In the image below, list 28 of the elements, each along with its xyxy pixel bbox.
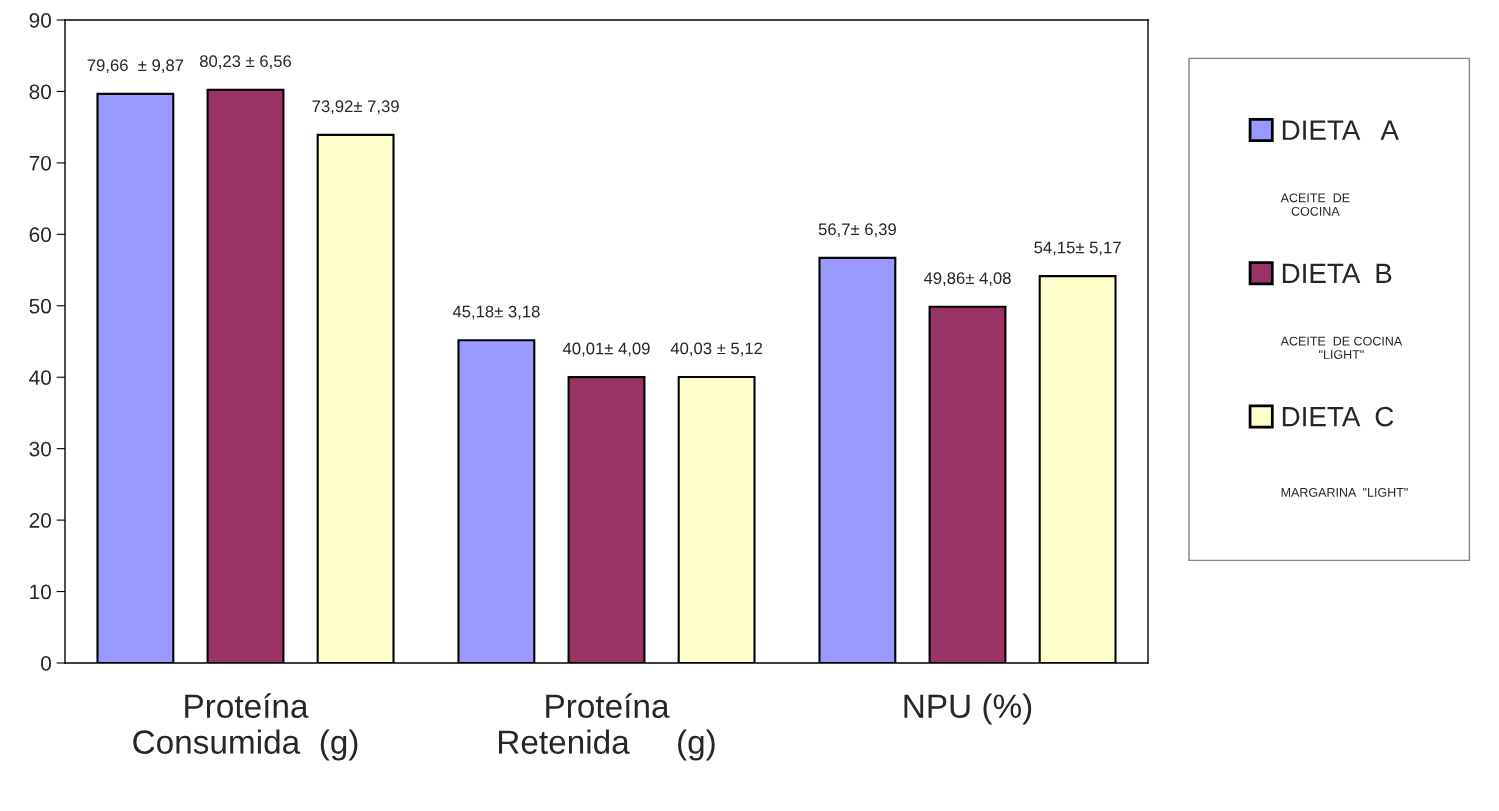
y-tick-label: 40 <box>29 370 51 385</box>
y-tick-label: 70 <box>29 155 51 171</box>
x-tick-label: Proteína Consumida (g) <box>133 693 358 761</box>
data-label: 40,01± 4,09 <box>562 342 650 357</box>
data-label: 80,23 ± 6,56 <box>199 55 292 70</box>
data-label: 40,03 ± 5,12 <box>670 342 763 357</box>
y-tick-label: 20 <box>29 513 51 528</box>
data-label: 49,86± 4,08 <box>923 272 1011 287</box>
text: MARGARINA "LIGHT" <box>1281 487 1408 497</box>
x-tick-label: Proteína Retenida (g) <box>499 693 715 761</box>
legend-label: DIETA A <box>1282 120 1399 140</box>
data-label: 79,66 ± 9,87 <box>87 59 184 74</box>
y-tick-label: 60 <box>29 227 51 243</box>
y-tick-label: 0 <box>41 656 51 671</box>
y-tick-label: 90 <box>29 13 51 28</box>
text: ACEITE DE COCINA "LIGHT" <box>1280 336 1403 359</box>
y-tick-label: 30 <box>29 441 51 457</box>
data-label: 54,15± 5,17 <box>1034 241 1121 256</box>
legend-label: DIETA B <box>1282 263 1392 283</box>
y-tick-label: 10 <box>30 584 51 600</box>
legend-label: DIETA C <box>1282 406 1394 427</box>
y-tick-label: 50 <box>29 298 51 314</box>
y-tick-label: 80 <box>29 84 51 100</box>
text: ACEITE DE COCINA <box>1280 193 1350 216</box>
data-label: 45,18± 3,18 <box>452 305 540 320</box>
x-tick-label: NPU (%) <box>904 693 1032 725</box>
data-label: 56,7± 6,39 <box>818 223 896 238</box>
data-label: 73,92± 7,39 <box>312 100 399 115</box>
